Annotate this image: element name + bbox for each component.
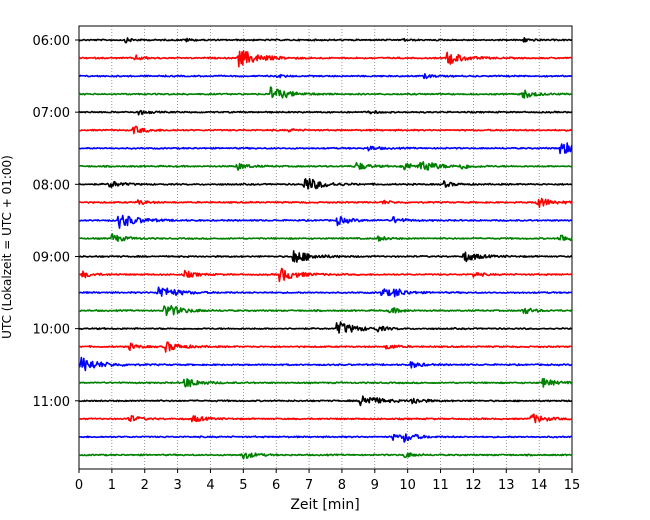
x-tick-label: 7 — [305, 478, 313, 493]
trace-1100 — [78, 395, 573, 407]
y-tick-label: 06:00 — [33, 34, 70, 49]
trace-0945 — [78, 304, 573, 317]
trace-0730 — [78, 142, 573, 155]
trace-0930 — [78, 286, 573, 298]
y-tick-label: 08:00 — [33, 178, 70, 193]
x-tick-label: 15 — [564, 478, 581, 493]
trace-0800 — [78, 178, 573, 190]
x-tick-label: 10 — [399, 478, 416, 493]
trace-0815 — [78, 197, 573, 209]
x-axis: 0 1 2 3 4 5 6 7 8 9 10 11 12 13 14 15 — [75, 469, 580, 493]
plot-frame — [78, 25, 573, 470]
seismic-traces — [78, 36, 573, 460]
trace-0700 — [79, 109, 573, 116]
trace-1045 — [78, 377, 573, 388]
x-tick-label: 9 — [371, 478, 379, 493]
x-tick-label: 11 — [432, 478, 449, 493]
trace-0900 — [78, 250, 573, 263]
trace-1130 — [78, 433, 573, 443]
trace-0645 — [78, 86, 573, 99]
x-tick-label: 8 — [338, 478, 346, 493]
x-tick-label: 2 — [141, 478, 149, 493]
trace-1015 — [78, 341, 573, 353]
trace-0600 — [78, 36, 573, 44]
x-tick-label: 4 — [206, 478, 214, 493]
trace-0615 — [78, 50, 573, 68]
y-tick-label: 10:00 — [33, 323, 70, 338]
x-tick-label: 0 — [75, 478, 83, 493]
x-tick-label: 14 — [531, 478, 548, 493]
trace-0745 — [78, 161, 573, 171]
y-tick-label: 07:00 — [33, 106, 70, 121]
trace-1145 — [78, 452, 573, 460]
grid-lines — [111, 26, 540, 469]
x-tick-label: 3 — [173, 478, 181, 493]
y-tick-label: 11:00 — [33, 395, 70, 410]
y-tick-label: 09:00 — [33, 250, 70, 265]
trace-0845 — [78, 233, 573, 242]
trace-1000 — [78, 321, 573, 334]
trace-0915 — [78, 267, 573, 283]
trace-0715 — [78, 125, 573, 135]
x-tick-label: 6 — [272, 478, 280, 493]
x-tick-label: 5 — [239, 478, 247, 493]
trace-0830 — [78, 214, 573, 229]
trace-1030 — [78, 356, 573, 372]
x-axis-label: Zeit [min] — [290, 497, 359, 513]
y-axis: 06:00 07:00 08:00 09:00 10:00 11:00 — [33, 34, 79, 410]
x-tick-label: 1 — [108, 478, 116, 493]
trace-0630 — [78, 73, 573, 80]
y-axis-label: UTC (Lokalzeit = UTC + 01:00) — [0, 155, 14, 339]
trace-1115 — [79, 413, 573, 424]
x-tick-label: 12 — [465, 478, 482, 493]
x-tick-label: 13 — [498, 478, 515, 493]
